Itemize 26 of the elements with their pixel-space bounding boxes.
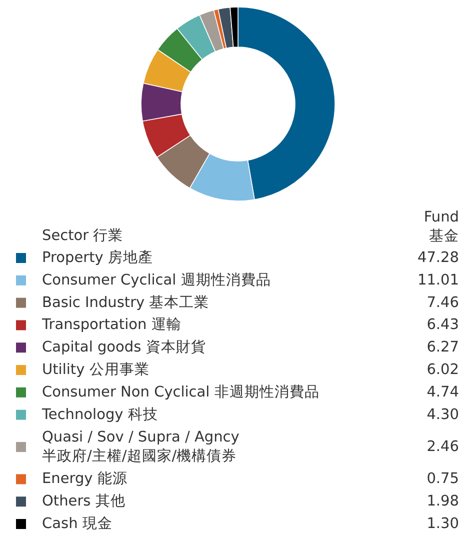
data-label: 7.46: [426, 294, 459, 311]
legend-title: Sector 行業: [42, 226, 124, 244]
legend-label: Quasi / Sov / Supra / Agncy 半政府/主權/超國家/機構債券: [42, 429, 240, 464]
data-label: 6.43: [426, 317, 459, 334]
data-label: 4.74: [426, 384, 459, 400]
legend-label: Energy 能源: [42, 470, 128, 488]
data-label: 11.01: [417, 272, 459, 288]
legend-label: Consumer Cyclical 週期性消費品: [42, 271, 271, 288]
data-label: 6.27: [426, 340, 459, 356]
data-label: 2.46: [426, 438, 459, 455]
legend-label: Utility 公用事業: [42, 360, 150, 378]
legend-label: Transportation 運輸: [41, 316, 182, 334]
legend-label: Cash 現金: [42, 514, 112, 532]
text: Fund 基金: [424, 209, 459, 244]
legend-label: Others 其他: [42, 492, 126, 510]
data-label: 0.75: [426, 471, 459, 488]
data-label: 47.28: [417, 250, 459, 266]
legend-label: Capital goods 資本財貨: [42, 338, 206, 356]
legend-label: Basic Industry 基本工業: [42, 294, 210, 311]
data-label: 6.02: [426, 362, 459, 378]
data-label: 4.30: [426, 406, 459, 423]
legend-label: Technology 科技: [41, 406, 158, 423]
data-label: 1.98: [426, 494, 459, 510]
legend-label: Property 房地產: [42, 248, 153, 266]
data-label: 1.30: [426, 516, 459, 532]
legend-label: Consumer Non Cyclical 非週期性消費品: [42, 383, 320, 400]
